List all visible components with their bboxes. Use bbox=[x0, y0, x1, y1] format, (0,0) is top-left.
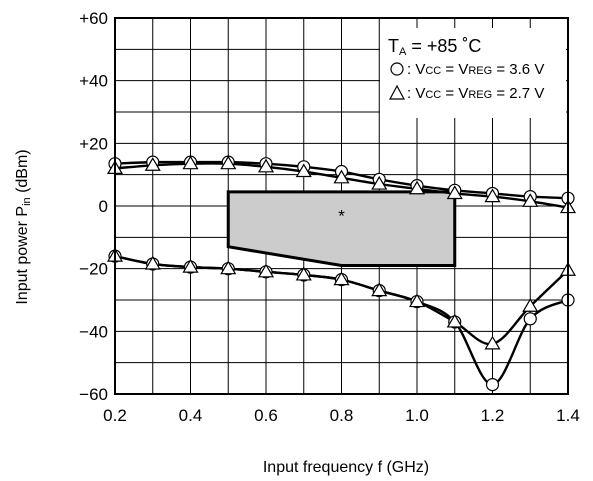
data-point-circle bbox=[523, 312, 537, 326]
x-tick-label: 0.2 bbox=[103, 406, 127, 425]
data-point-triangle bbox=[295, 163, 312, 178]
y-tick-label: 0 bbox=[99, 197, 108, 216]
y-tick-labels: +60 +40 +20 0 −20 −40 −60 bbox=[79, 9, 108, 404]
plot-frame bbox=[114, 17, 569, 395]
legend-title: TA = +85 ˚C bbox=[388, 36, 481, 58]
x-tick-labels: 0.2 0.4 0.6 0.8 1.0 1.2 1.4 bbox=[103, 406, 580, 425]
data-point-triangle bbox=[333, 169, 350, 184]
x-tick-label: 0.8 bbox=[330, 406, 354, 425]
y-tick-label: +20 bbox=[79, 134, 108, 153]
data-point-triangle bbox=[220, 155, 237, 170]
data-point-triangle bbox=[408, 293, 426, 308]
legend-entry-label: : VCC = VREG = 3.6 V bbox=[407, 61, 544, 78]
data-point-triangle bbox=[371, 282, 388, 297]
data-point-triangle bbox=[144, 255, 161, 270]
data-point-circle bbox=[485, 378, 500, 392]
x-tick-label: 1.0 bbox=[405, 406, 429, 425]
x-tick-label: 1.4 bbox=[556, 406, 580, 425]
data-point-triangle bbox=[446, 185, 463, 200]
shaded-region-marker: * bbox=[338, 207, 345, 226]
data-point-triangle bbox=[295, 266, 312, 281]
series-group bbox=[106, 155, 577, 392]
data-point-triangle bbox=[182, 258, 199, 273]
shaded-region bbox=[226, 190, 457, 268]
data-point-triangle bbox=[220, 260, 237, 275]
y-axis-title: Input power Pin (dBm) bbox=[14, 149, 33, 304]
y-tick-label: +60 bbox=[79, 9, 108, 28]
x-tick-label: 0.4 bbox=[179, 406, 203, 425]
data-point-triangle bbox=[446, 313, 463, 328]
legend-triangle-icon bbox=[388, 84, 406, 100]
legend-box bbox=[380, 28, 566, 118]
data-point-triangle bbox=[484, 188, 501, 203]
data-point-triangle bbox=[371, 175, 388, 190]
data-point-triangle bbox=[333, 271, 350, 286]
data-point-triangle bbox=[484, 335, 501, 350]
x-tick-label: 1.2 bbox=[481, 406, 505, 425]
y-tick-label: −60 bbox=[79, 385, 108, 404]
y-tick-label: −20 bbox=[79, 260, 108, 279]
data-point-triangle bbox=[257, 158, 275, 173]
data-point-triangle bbox=[182, 155, 199, 170]
data-point-triangle bbox=[144, 157, 161, 171]
x-tick-label: 0.6 bbox=[254, 406, 278, 425]
x-axis-title: Input frequency f (GHz) bbox=[263, 459, 429, 476]
legend-entries: : VCC = VREG = 3.6 V : VCC = VREG = 2.7 V bbox=[388, 61, 544, 102]
legend-circle-icon bbox=[390, 62, 404, 76]
data-point-triangle bbox=[522, 193, 539, 207]
data-point-triangle bbox=[257, 263, 275, 278]
legend-entry-label: : VCC = VREG = 2.7 V bbox=[407, 85, 544, 102]
y-tick-label: −40 bbox=[79, 322, 108, 341]
data-point-triangle bbox=[408, 180, 426, 195]
y-tick-label: +40 bbox=[79, 72, 108, 91]
data-point-triangle bbox=[522, 298, 539, 312]
